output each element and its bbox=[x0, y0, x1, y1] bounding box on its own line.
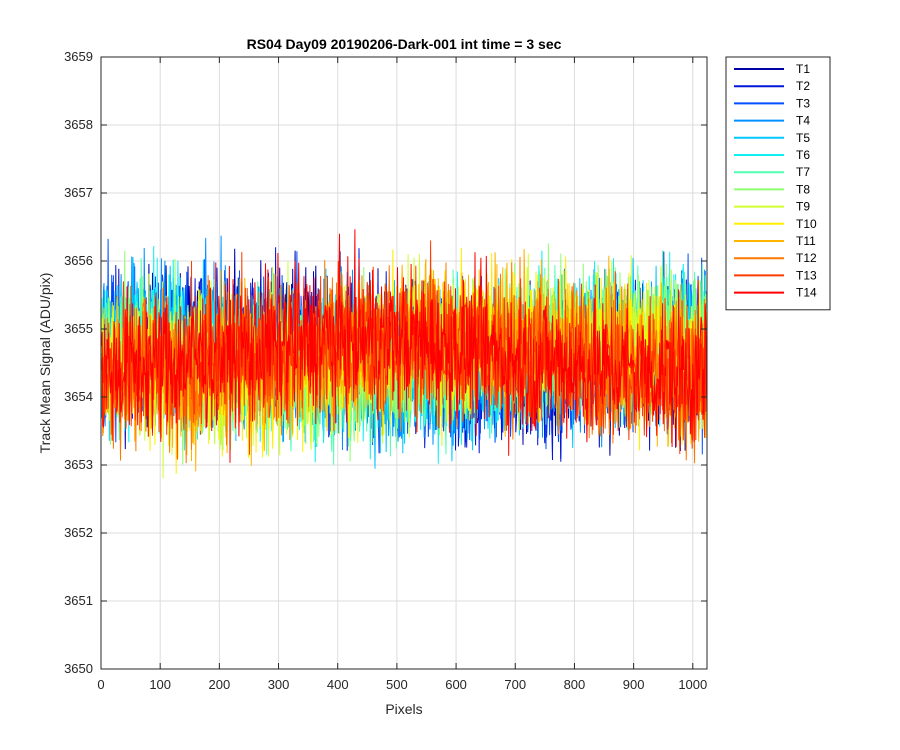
legend-label: T10 bbox=[796, 217, 817, 231]
x-tick-label: 400 bbox=[327, 677, 349, 692]
legend-label: T9 bbox=[796, 200, 810, 214]
legend-label: T14 bbox=[796, 286, 817, 300]
legend-item-t14: T14 bbox=[734, 286, 817, 300]
legend-item-t7: T7 bbox=[734, 165, 810, 179]
y-tick-label: 3655 bbox=[64, 321, 93, 336]
y-tick-label: 3658 bbox=[64, 117, 93, 132]
series-line-t14 bbox=[101, 229, 708, 463]
plot-box bbox=[100, 56, 708, 670]
legend-label: T3 bbox=[796, 96, 810, 110]
legend-box bbox=[725, 56, 831, 311]
y-tick-labels: 3650 3651 3652 3653 3654 3655 3656 3657 3658 3659 bbox=[64, 49, 93, 676]
legend-item-t13: T13 bbox=[734, 268, 817, 282]
legend-item-t2: T2 bbox=[734, 79, 810, 93]
legend-label: T12 bbox=[796, 251, 817, 265]
legend-item-t6: T6 bbox=[734, 148, 810, 162]
legend-label: T1 bbox=[796, 62, 810, 76]
legend-items: T1 T2 T3 T4 T5 T6 T7 T8 T9 T10 T11 T12 T13 T14 bbox=[734, 62, 817, 300]
x-tick-label: 300 bbox=[268, 677, 290, 692]
legend-label: T4 bbox=[796, 114, 810, 128]
x-tick-label: 1000 bbox=[678, 677, 707, 692]
y-axis-label: Track Mean Signal (ADU/pix) bbox=[37, 273, 53, 454]
legend: T1 T2 T3 T4 T5 T6 T7 T8 T9 T10 T11 T12 T13 T14 bbox=[725, 56, 831, 311]
legend-item-t1: T1 bbox=[734, 62, 810, 76]
legend-label: T8 bbox=[796, 182, 810, 196]
legend-label: T2 bbox=[796, 79, 810, 93]
y-tick-label: 3654 bbox=[64, 389, 93, 404]
y-tick-label: 3651 bbox=[64, 593, 93, 608]
y-tick-label: 3656 bbox=[64, 253, 93, 268]
legend-label: T5 bbox=[796, 131, 810, 145]
series-lines bbox=[101, 229, 708, 479]
legend-item-t5: T5 bbox=[734, 131, 810, 145]
legend-item-t9: T9 bbox=[734, 200, 810, 214]
x-tick-label: 0 bbox=[97, 677, 104, 692]
legend-label: T6 bbox=[796, 148, 810, 162]
x-tick-label: 100 bbox=[149, 677, 171, 692]
x-tick-label: 500 bbox=[386, 677, 408, 692]
y-tick-label: 3657 bbox=[64, 185, 93, 200]
legend-item-t11: T11 bbox=[734, 234, 816, 248]
legend-label: T11 bbox=[796, 234, 816, 248]
y-tick-label: 3653 bbox=[64, 457, 93, 472]
legend-item-t4: T4 bbox=[734, 114, 810, 128]
y-tick-label: 3659 bbox=[64, 49, 93, 64]
legend-item-t12: T12 bbox=[734, 251, 817, 265]
legend-item-t8: T8 bbox=[734, 182, 810, 196]
x-tick-label: 700 bbox=[504, 677, 526, 692]
x-tick-label: 900 bbox=[623, 677, 645, 692]
tick-marks bbox=[100, 56, 707, 670]
x-tick-label: 200 bbox=[209, 677, 231, 692]
x-tick-label: 800 bbox=[564, 677, 586, 692]
y-tick-label: 3652 bbox=[64, 525, 93, 540]
y-tick-label: 3650 bbox=[64, 661, 93, 676]
x-tick-label: 600 bbox=[445, 677, 467, 692]
legend-label: T13 bbox=[796, 268, 817, 282]
legend-label: T7 bbox=[796, 165, 810, 179]
chart-title: RS04 Day09 20190206-Dark-001 int time = … bbox=[247, 36, 562, 52]
legend-item-t10: T10 bbox=[734, 217, 817, 231]
legend-item-t3: T3 bbox=[734, 96, 810, 110]
x-axis-label: Pixels bbox=[385, 701, 422, 717]
x-tick-labels: 0 100 200 300 400 500 600 700 800 900 1000 bbox=[97, 677, 707, 692]
